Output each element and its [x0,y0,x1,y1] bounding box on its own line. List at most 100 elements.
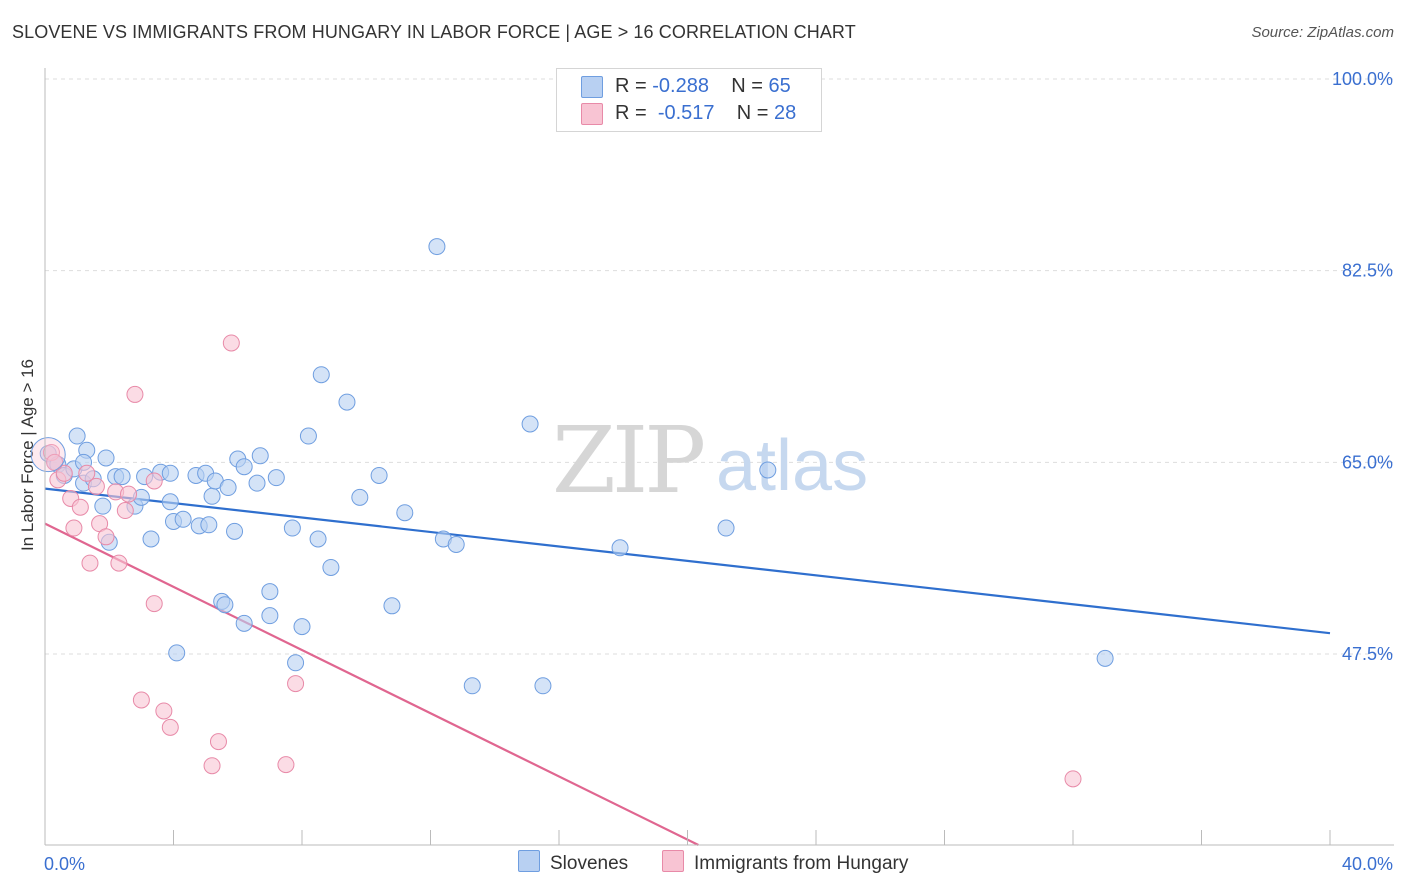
hungary-point [110,554,128,572]
hungary-point [116,502,134,520]
hungary-point [277,756,295,774]
slovene-point [168,644,186,662]
r-value: -0.288 [652,75,709,97]
slovene-point [216,596,234,614]
legend-label: Slovenes [550,853,629,874]
slovene-point [161,493,179,511]
legend-stats: R = -0.288 N = 65 [615,75,791,98]
slovene-point [203,487,221,505]
legend-swatch-blue [581,76,603,98]
slovene-point [611,539,629,557]
hungary-point [287,675,305,693]
n-value: 28 [774,102,797,124]
n-label: N = [736,102,775,124]
slovene-point [235,614,253,632]
hungary-point [203,757,221,775]
hungary-point [155,702,173,720]
legend-swatch-pink [581,103,603,125]
correlation-legend: R = -0.288 N = 65 R = -0.517 N = 28 [556,68,822,132]
slovene-point [248,474,266,492]
slovene-point [68,427,86,445]
legend-stats: R = -0.517 N = 28 [615,102,796,125]
slovene-point [267,469,285,487]
slovene-point [370,466,388,484]
slovene-point [113,468,131,486]
legend-swatch-pink [662,850,684,872]
slovene-point [94,497,112,515]
r-label: R = [615,75,653,97]
legend-item-slovenes: Slovenes [518,850,628,875]
n-label: N = [731,75,769,97]
y-tick-label: 65.0% [1342,452,1393,472]
hungary-point [87,477,105,495]
slovene-point [534,677,552,695]
slovene-point [261,607,279,625]
grid-layer [45,78,1394,655]
slovene-point [759,461,777,479]
slovene-point [351,488,369,506]
slovene-point [309,530,327,548]
r-label: R = [615,102,653,124]
slovene-point [142,530,160,548]
slovene-point [463,677,481,695]
x-tick-label: 0.0% [44,854,85,874]
slovene-point [200,516,218,534]
legend-label: Immigrants from Hungary [694,853,909,874]
slovene-point [521,415,539,433]
r-value: -0.517 [657,102,715,124]
hungary-point [161,718,179,736]
slovene-point [299,427,317,445]
hungary-point [222,334,240,352]
n-value: 65 [768,75,791,97]
slovene-point [97,449,115,467]
slovene-point [161,464,179,482]
tick-labels: 100.0% 82.5% 65.0% 47.5% 0.0% 40.0% [44,69,1393,874]
slovene-point [293,618,311,636]
slovene-point [1096,649,1114,667]
hungary-point [132,691,150,709]
slovene-point [287,654,305,672]
slovene-point [717,519,735,537]
points-layer [30,238,1114,788]
hungary-point [120,485,138,503]
watermark: ZIP atlas [552,407,868,514]
hungary-point [65,519,83,537]
x-tick-label: 40.0% [1342,854,1393,874]
hungary-point [81,554,99,572]
hungary-point [145,472,163,490]
slovene-point [219,479,237,497]
cluster-point [30,437,66,473]
hungary-point [71,498,89,516]
source-label: Source: ZipAtlas.com [1251,24,1394,41]
hungary-point [209,733,227,751]
slovene-point [235,458,253,476]
watermark-atlas: atlas [716,426,868,506]
slovene-point [428,238,446,256]
slovene-trend-line [44,487,1331,635]
hungary-trend-line [44,522,699,846]
hungary-point [145,595,163,613]
y-tick-label: 100.0% [1332,69,1393,89]
hungary-point [1064,770,1082,788]
hungary-point [78,464,96,482]
slovene-point [338,393,356,411]
y-tick-label: 82.5% [1342,261,1393,281]
slovene-point [174,510,192,528]
slovene-point [447,535,465,553]
trend-lines [44,487,1331,846]
hungary-point [97,528,115,546]
watermark-zip: ZIP [552,407,703,514]
y-tick-label: 47.5% [1342,644,1393,664]
slovene-point [312,366,330,384]
slovene-point [383,597,401,615]
slovene-point [261,583,279,601]
slovene-point [283,519,301,537]
slovene-point [226,522,244,540]
slovene-point [251,447,269,465]
legend-item-hungary: Immigrants from Hungary [662,850,908,875]
hungary-point [55,464,73,482]
chart-title: SLOVENE VS IMMIGRANTS FROM HUNGARY IN LA… [12,22,856,42]
legend-swatch-blue [518,850,540,872]
hungary-point [126,385,144,403]
